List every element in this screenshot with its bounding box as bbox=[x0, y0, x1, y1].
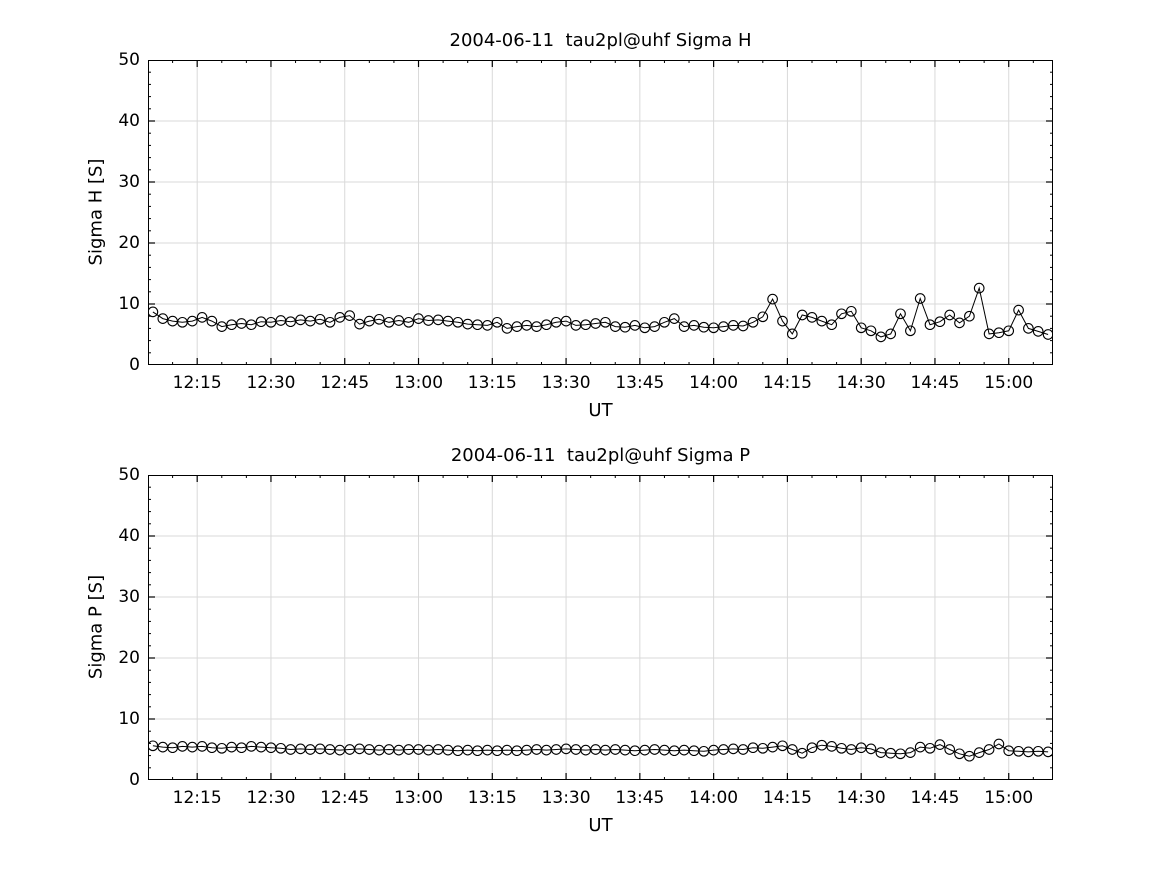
y-tick-label: 0 bbox=[129, 770, 140, 790]
x-tick-label: 13:15 bbox=[467, 788, 517, 808]
x-tick-label: 12:45 bbox=[320, 788, 370, 808]
x-tick-label: 13:30 bbox=[541, 788, 591, 808]
x-tick-label: 14:45 bbox=[910, 788, 960, 808]
x-tick-label: 13:45 bbox=[615, 373, 665, 393]
sigma-p-x-axis-label: UT bbox=[588, 815, 613, 836]
x-tick-label: 13:15 bbox=[467, 373, 517, 393]
x-tick-label: 14:45 bbox=[910, 373, 960, 393]
y-tick-label: 40 bbox=[118, 111, 140, 131]
sigma-p-title: 2004-06-11 tau2pl@uhf Sigma P bbox=[450, 445, 751, 466]
x-tick-label: 14:30 bbox=[836, 373, 886, 393]
x-tick-label: 12:30 bbox=[246, 373, 296, 393]
x-tick-label: 13:30 bbox=[541, 373, 591, 393]
sigma-p-plot bbox=[148, 475, 1053, 780]
y-tick-label: 0 bbox=[129, 355, 140, 375]
x-tick-label: 13:00 bbox=[394, 788, 444, 808]
y-tick-label: 20 bbox=[118, 648, 140, 668]
x-tick-label: 15:00 bbox=[984, 788, 1034, 808]
x-tick-label: 13:45 bbox=[615, 788, 665, 808]
x-tick-label: 12:15 bbox=[172, 788, 222, 808]
x-tick-label: 14:15 bbox=[762, 788, 812, 808]
y-tick-label: 30 bbox=[118, 587, 140, 607]
x-tick-label: 12:30 bbox=[246, 788, 296, 808]
y-tick-label: 10 bbox=[118, 709, 140, 729]
x-tick-label: 14:00 bbox=[689, 788, 739, 808]
x-tick-label: 14:00 bbox=[689, 373, 739, 393]
y-tick-label: 50 bbox=[118, 50, 140, 70]
y-tick-label: 40 bbox=[118, 526, 140, 546]
sigma-h-x-axis-label: UT bbox=[588, 400, 613, 421]
x-tick-label: 12:45 bbox=[320, 373, 370, 393]
x-tick-label: 15:00 bbox=[984, 373, 1034, 393]
sigma-h-plot bbox=[148, 60, 1053, 365]
x-tick-label: 14:30 bbox=[836, 788, 886, 808]
x-tick-label: 12:15 bbox=[172, 373, 222, 393]
x-tick-label: 14:15 bbox=[762, 373, 812, 393]
y-tick-label: 50 bbox=[118, 465, 140, 485]
y-tick-label: 10 bbox=[118, 294, 140, 314]
y-tick-label: 30 bbox=[118, 172, 140, 192]
y-tick-label: 20 bbox=[118, 233, 140, 253]
sigma-h-title: 2004-06-11 tau2pl@uhf Sigma H bbox=[449, 30, 752, 51]
x-tick-label: 13:00 bbox=[394, 373, 444, 393]
